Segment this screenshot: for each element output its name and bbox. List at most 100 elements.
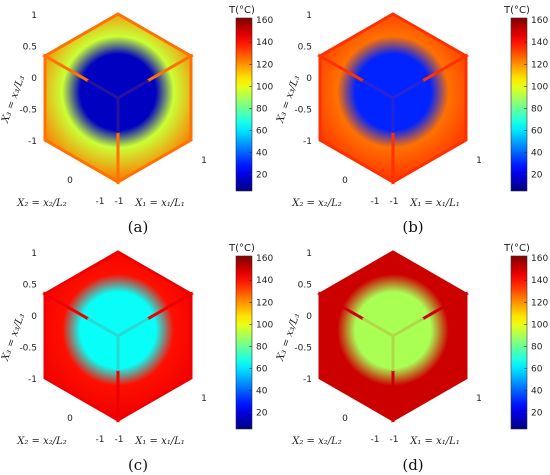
panel-1: -1 -0.5 0 0.5 1 0 -1 -1 1 X₃ = x₃/L₃ X₂ = x₂/L₂ X₁ … (275, 5, 549, 236)
colorbar-title: T(°C) (503, 243, 530, 254)
colorbar-title: T(°C) (228, 243, 255, 254)
colorbar (235, 17, 253, 192)
x1-axis-label: X₁ = x₁/L₁ (134, 198, 185, 209)
colorbar-tick-label: 100 (256, 320, 273, 330)
x3-tick-label: 0.5 (298, 281, 312, 291)
x2-tick-label: -1 (371, 435, 380, 445)
colorbar (510, 255, 528, 430)
x3-tick-label: -0.5 (294, 344, 312, 354)
x1-tick-label: 1 (476, 394, 482, 404)
x3-tick-label: 0 (306, 312, 312, 322)
x3-tick-label: -1 (28, 137, 37, 147)
colorbar-tick-label: 80 (531, 104, 543, 114)
inner-cube (362, 300, 424, 372)
panel-0: -1 -0.5 0 0.5 1 0 -1 -1 1 X₃ = x₃/L₃ X₂ = x₂/L₂ X₁ … (0, 5, 273, 236)
x3-tick-label: 0 (31, 312, 37, 322)
colorbar-tick-label: 120 (256, 298, 273, 308)
x3-tick-label: 1 (31, 249, 37, 259)
colorbar-tick-label: 100 (531, 320, 548, 330)
colorbar-tick-label: 140 (531, 38, 548, 48)
panel-2: -1 -0.5 0 0.5 1 0 -1 -1 1 X₃ = x₃/L₃ X₂ = x₂/L₂ X₁ … (0, 243, 273, 474)
colorbar-tick-label: 160 (531, 254, 548, 264)
colorbar-tick-label: 160 (531, 16, 548, 26)
colorbar-tick-label: 120 (531, 298, 548, 308)
colorbar-tick-label: 60 (256, 126, 268, 136)
x1-axis-label: X₁ = x₁/L₁ (409, 198, 460, 209)
colorbar-tick-label: 60 (531, 364, 543, 374)
x2-tick-label: 0 (342, 414, 348, 424)
x1-tick-label: -1 (390, 197, 399, 207)
colorbar-tick-label: 60 (256, 364, 268, 374)
colorbar-tick-label: 40 (531, 386, 543, 396)
inner-cube (87, 300, 149, 372)
x3-axis-label: X₃ = x₃/L₃ (0, 312, 27, 363)
x3-tick-label: -1 (28, 375, 37, 385)
x1-tick-label: 1 (476, 156, 482, 166)
x2-axis-label: X₂ = x₂/L₂ (291, 198, 342, 209)
colorbar (235, 255, 253, 430)
x1-tick-label: 1 (201, 156, 207, 166)
colorbar-tick-label: 20 (256, 170, 268, 180)
x3-tick-label: 0.5 (298, 43, 312, 53)
colorbar-tick-label: 40 (256, 148, 268, 158)
x3-tick-label: -0.5 (294, 106, 312, 116)
panel-label: (d) (402, 456, 423, 474)
x2-tick-label: 0 (342, 176, 348, 186)
x3-axis-label: X₃ = x₃/L₃ (275, 312, 303, 363)
x3-tick-label: -1 (303, 137, 312, 147)
colorbar-tick-label: 20 (531, 408, 543, 418)
colorbar-tick-label: 160 (256, 16, 273, 26)
x1-tick-label: -1 (115, 197, 124, 207)
x2-tick-label: -1 (96, 197, 105, 207)
x1-tick-label: -1 (390, 435, 399, 445)
panel-label: (c) (128, 456, 148, 474)
colorbar-tick-label: 40 (256, 386, 268, 396)
panel-3: -1 -0.5 0 0.5 1 0 -1 -1 1 X₃ = x₃/L₃ X₂ = x₂/L₂ X₁ … (275, 243, 549, 474)
colorbar-tick-label: 140 (256, 38, 273, 48)
x2-tick-label: 0 (67, 414, 73, 424)
colorbar-tick-label: 120 (531, 60, 548, 70)
x3-tick-label: 0.5 (23, 281, 37, 291)
colorbar-tick-label: 80 (256, 104, 268, 114)
x1-axis-label: X₁ = x₁/L₁ (134, 436, 185, 447)
colorbar-tick-label: 80 (256, 342, 268, 352)
colorbar (510, 17, 528, 192)
inner-cube (362, 62, 424, 134)
x2-axis-label: X₂ = x₂/L₂ (16, 436, 67, 447)
x3-tick-label: 0.5 (23, 43, 37, 53)
colorbar-title: T(°C) (228, 5, 255, 16)
x3-tick-label: -0.5 (19, 344, 37, 354)
x2-tick-label: -1 (96, 435, 105, 445)
x1-tick-label: -1 (115, 435, 124, 445)
x1-tick-label: 1 (201, 394, 207, 404)
x3-tick-label: 0 (306, 74, 312, 84)
x3-tick-label: 1 (306, 249, 312, 259)
colorbar-tick-label: 100 (531, 82, 548, 92)
panel-label: (a) (128, 218, 149, 236)
x2-tick-label: -1 (371, 197, 380, 207)
colorbar-tick-label: 80 (531, 342, 543, 352)
x2-axis-label: X₂ = x₂/L₂ (16, 198, 67, 209)
colorbar-tick-label: 120 (256, 60, 273, 70)
x3-tick-label: -0.5 (19, 106, 37, 116)
colorbar-tick-label: 140 (531, 276, 548, 286)
x2-tick-label: 0 (67, 176, 73, 186)
colorbar-tick-label: 60 (531, 126, 543, 136)
colorbar-tick-label: 20 (256, 408, 268, 418)
x3-tick-label: -1 (303, 375, 312, 385)
x2-axis-label: X₂ = x₂/L₂ (291, 436, 342, 447)
inner-cube (87, 62, 149, 134)
colorbar-tick-label: 20 (531, 170, 543, 180)
x3-axis-label: X₃ = x₃/L₃ (0, 74, 27, 125)
colorbar-tick-label: 140 (256, 276, 273, 286)
panel-label: (b) (402, 218, 423, 236)
x3-tick-label: 1 (31, 11, 37, 21)
colorbar-tick-label: 100 (256, 82, 273, 92)
colorbar-tick-label: 160 (256, 254, 273, 264)
x3-tick-label: 0 (31, 74, 37, 84)
x1-axis-label: X₁ = x₁/L₁ (409, 436, 460, 447)
x3-tick-label: 1 (306, 11, 312, 21)
x3-axis-label: X₃ = x₃/L₃ (275, 74, 303, 125)
colorbar-title: T(°C) (503, 5, 530, 16)
